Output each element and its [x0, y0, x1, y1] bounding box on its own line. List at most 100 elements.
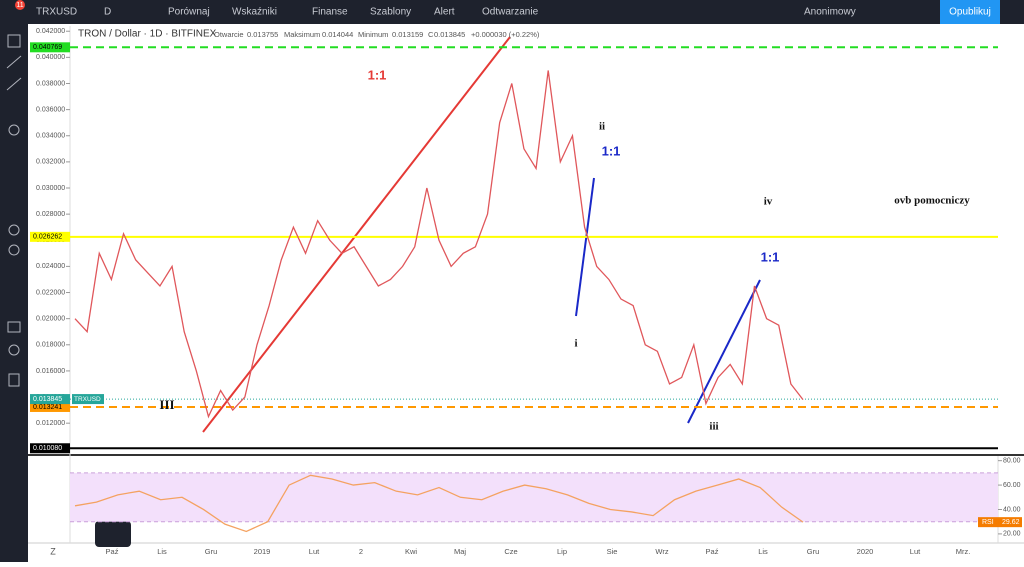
toolbar-item[interactable]: Porównaj: [168, 7, 210, 18]
level-label: 0.040769: [33, 44, 62, 51]
left-icons: [6, 34, 22, 387]
top-toolbar: [0, 0, 1024, 24]
time-label: Paź: [106, 547, 119, 556]
time-label: Lis: [157, 547, 167, 556]
series-line: [74, 70, 804, 419]
symbol[interactable]: TRXUSD: [36, 7, 77, 18]
time-label: Wrz: [655, 547, 668, 556]
y-tick-label: 0.016000: [36, 368, 65, 375]
symbol-tag: [72, 394, 104, 405]
icon-lock[interactable]: [7, 321, 21, 333]
annotation: iv: [764, 196, 773, 208]
trend-line: [575, 177, 595, 317]
toolbar-item[interactable]: Odtwarzanie: [482, 7, 539, 18]
y-tick-label: 0.040000: [36, 54, 65, 61]
annotation: ovb pomocniczy: [894, 195, 970, 207]
annotation: ii: [599, 121, 605, 133]
legend-label: Maksimum: [284, 30, 320, 39]
legend-value: 0.014044: [322, 30, 353, 39]
legend: TRON / Dollar · 1D · BITFINEX Otwarcie 0…: [78, 29, 540, 40]
bottom-label: 0.010080: [33, 445, 62, 452]
interval[interactable]: D: [104, 7, 111, 18]
symbol-label: TRXUSD: [74, 396, 101, 403]
floating-widget[interactable]: [95, 521, 131, 547]
rsi-value: 29.62: [1002, 519, 1020, 526]
legend-label: Minimum: [358, 30, 388, 39]
annotation: 1:1: [761, 249, 780, 264]
rsi-tag: [978, 517, 1022, 528]
level-tag: [30, 401, 70, 412]
legend-title: TRON / Dollar · 1D · BITFINEX: [78, 29, 217, 40]
icon-text[interactable]: [8, 124, 20, 136]
icon-eye[interactable]: [8, 344, 20, 356]
icon-line[interactable]: [6, 55, 22, 69]
y-tick-label: 60.00: [1003, 482, 1021, 489]
legend-label: Otwarcie: [214, 30, 244, 39]
rsi-name: RSI: [982, 519, 994, 526]
badge: [15, 0, 25, 10]
time-label: Lut: [309, 547, 320, 556]
y-tick-label: 0.024000: [36, 263, 65, 270]
y-tick-label: 0.022000: [36, 289, 65, 296]
y-tick-label: 0.034000: [36, 133, 65, 140]
toolbar-item[interactable]: Alert: [434, 7, 455, 18]
annotation: 1:1: [602, 143, 621, 158]
y-tick-label: 0.018000: [36, 342, 65, 349]
level-tag: [30, 42, 70, 53]
annotation: 1:1: [368, 67, 387, 82]
y-tick-label: 0.020000: [36, 316, 65, 323]
icon-fib[interactable]: [6, 77, 22, 91]
time-label: Mrz.: [956, 547, 971, 556]
badge-text: 11: [16, 2, 23, 9]
publish-text[interactable]: Opublikuj: [949, 7, 991, 18]
z-button[interactable]: Z: [50, 546, 56, 556]
annotation: iii: [709, 421, 718, 433]
annotation: III: [159, 397, 174, 412]
time-label: Gru: [807, 547, 820, 556]
toolbar-item[interactable]: Finanse: [312, 7, 348, 18]
y-tick-label: 0.032000: [36, 159, 65, 166]
bottom-tag: [30, 443, 70, 454]
legend-label: C: [428, 30, 434, 39]
y-tick-label: 80.00: [1003, 458, 1021, 465]
time-label: 2019: [254, 547, 271, 556]
time-label: 2020: [857, 547, 874, 556]
time-label: Paź: [706, 547, 719, 556]
toolbar-item[interactable]: Szablony: [370, 7, 411, 18]
level-label: 0.013241: [33, 404, 62, 411]
y-tick-label: 0.028000: [36, 211, 65, 218]
toolbar-item[interactable]: Wskaźniki: [232, 7, 277, 18]
series-line: [74, 474, 804, 533]
time-label: Gru: [205, 547, 218, 556]
y-tick-label: 0.030000: [36, 185, 65, 192]
y-tick-label: 0.036000: [36, 106, 65, 113]
rsi-band: [70, 472, 998, 522]
trend-line: [202, 36, 511, 433]
y-tick-label: 40.00: [1003, 506, 1021, 513]
y-tick-label: 20.00: [1003, 531, 1021, 538]
legend-value: 0.013845: [434, 30, 465, 39]
icon-zoom[interactable]: [8, 244, 20, 256]
legend-change: +0.000030 (+0.22%): [471, 30, 540, 39]
icon-trash[interactable]: [8, 373, 20, 387]
left-toolbar: [0, 24, 28, 562]
y-tick-label: 0.042000: [36, 28, 65, 35]
time-label: Lip: [557, 547, 567, 556]
annotation: i: [574, 338, 577, 350]
level-label: 0.026262: [33, 234, 62, 241]
time-label: Kwi: [405, 547, 417, 556]
time-label: Maj: [454, 547, 466, 556]
icon-cross[interactable]: [7, 34, 21, 48]
y-tick-label: 0.012000: [36, 420, 65, 427]
user[interactable]: Anonimowy: [804, 7, 856, 18]
time-label: Lis: [758, 547, 768, 556]
time-label: 2: [359, 547, 363, 556]
time-label: Cze: [504, 547, 517, 556]
last-price-label: 0.013845: [33, 396, 62, 403]
level-tag: [30, 231, 70, 242]
icon-ruler[interactable]: [8, 224, 20, 236]
time-label: Sie: [607, 547, 618, 556]
legend-value: 0.013159: [392, 30, 423, 39]
publish-button[interactable]: [940, 0, 1000, 24]
